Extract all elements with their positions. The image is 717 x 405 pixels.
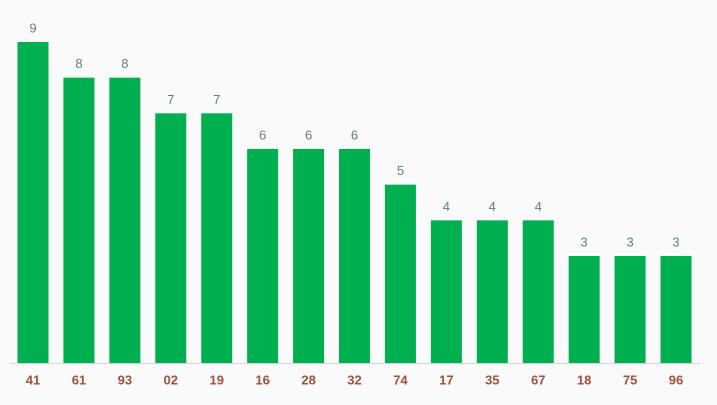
x-tick-label: 61 [72, 372, 86, 387]
bar [522, 220, 554, 363]
bar [63, 77, 95, 364]
value-label: 3 [626, 234, 633, 249]
x-tick-label: 93 [118, 372, 132, 387]
value-label: 7 [213, 92, 220, 107]
x-tick-label: 16 [255, 372, 269, 387]
value-label: 6 [305, 127, 312, 142]
bar [339, 149, 371, 363]
x-tick-label: 28 [301, 372, 315, 387]
value-label: 4 [489, 199, 496, 214]
value-label: 5 [397, 163, 404, 178]
x-tick-label: 67 [531, 372, 545, 387]
x-tick-label: 19 [209, 372, 223, 387]
bar [660, 256, 692, 363]
x-tick-label: 75 [623, 372, 637, 387]
value-label: 6 [259, 127, 266, 142]
x-tick-label: 17 [439, 372, 453, 387]
value-label: 7 [167, 92, 174, 107]
bar [17, 42, 49, 363]
bar [155, 113, 187, 363]
bar [247, 149, 279, 363]
value-label: 6 [351, 127, 358, 142]
value-label: 8 [75, 56, 82, 71]
value-label: 9 [29, 20, 36, 35]
x-tick-label: 18 [577, 372, 591, 387]
bar [293, 149, 325, 363]
x-tick-label: 96 [669, 372, 683, 387]
bar [384, 184, 416, 363]
value-label: 4 [443, 199, 450, 214]
x-tick-label: 02 [164, 372, 178, 387]
x-tick-label: 32 [347, 372, 361, 387]
x-tick-label: 74 [393, 372, 408, 387]
bar [476, 220, 508, 363]
bar [430, 220, 462, 363]
x-tick-label: 41 [26, 372, 40, 387]
bar [109, 77, 141, 364]
x-tick-label: 35 [485, 372, 499, 387]
value-label: 3 [672, 234, 679, 249]
bar [614, 256, 646, 363]
bar [201, 113, 233, 363]
value-label: 4 [535, 199, 542, 214]
value-label: 3 [581, 234, 588, 249]
bar [568, 256, 600, 363]
value-label: 8 [121, 56, 128, 71]
